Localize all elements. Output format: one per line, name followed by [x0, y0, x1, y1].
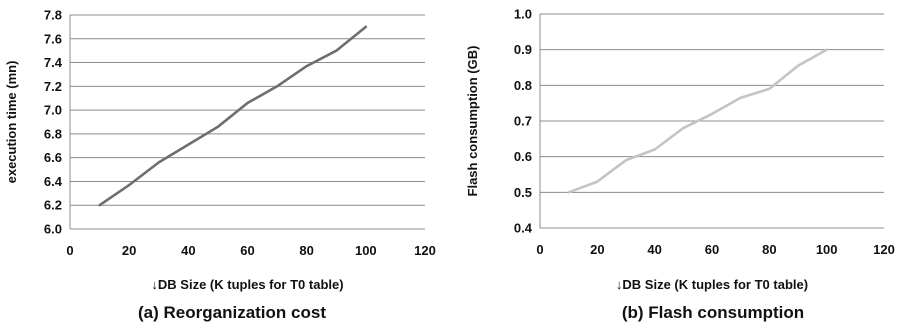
x-axis-title: ↓DB Size (K tuples for T0 table) — [151, 277, 343, 292]
x-tick-label: 80 — [299, 243, 313, 258]
x-tick-label: 60 — [705, 242, 719, 257]
y-tick-label: 6.4 — [44, 174, 63, 189]
y-tick-label: 7.0 — [44, 103, 62, 118]
y-axis-title: Flash consumption (GB) — [465, 46, 480, 197]
x-tick-label: 100 — [355, 243, 377, 258]
x-tick-label: 120 — [414, 243, 436, 258]
x-tick-label: 60 — [240, 243, 254, 258]
y-tick-label: 7.2 — [44, 79, 62, 94]
y-tick-label: 0.7 — [514, 114, 532, 129]
y-tick-label: 6.6 — [44, 150, 62, 165]
y-tick-label: 0.8 — [514, 78, 532, 93]
x-tick-label: 100 — [816, 242, 838, 257]
x-tick-label: 0 — [66, 243, 73, 258]
y-tick-label: 7.6 — [44, 31, 62, 46]
y-tick-label: 7.8 — [44, 8, 62, 23]
y-tick-label: 0.4 — [514, 221, 533, 236]
y-tick-label: 6.0 — [44, 222, 62, 237]
x-tick-label: 0 — [536, 242, 543, 257]
y-tick-label: 0.6 — [514, 149, 532, 164]
chart-reorganization-cost: 6.0 6.2 6.4 6.6 6.8 7.0 7.2 7.4 7.6 7.8 0 20 40 60 80 1… — [4, 8, 436, 323]
chart-caption: (b) Flash consumption — [622, 303, 804, 322]
y-tick-label: 6.8 — [44, 126, 62, 141]
x-tick-label: 80 — [762, 242, 776, 257]
y-tick-label: 6.2 — [44, 198, 62, 213]
chart-caption: (a) Reorganization cost — [138, 303, 326, 322]
x-tick-label: 40 — [181, 243, 195, 258]
chart-flash-consumption: 0.4 0.5 0.6 0.7 0.8 0.9 1.0 0 20 40 60 80 100 120 Flas… — [465, 7, 895, 323]
x-axis-title: ↓DB Size (K tuples for T0 table) — [616, 277, 808, 292]
x-tick-label: 20 — [590, 242, 604, 257]
x-tick-label: 40 — [647, 242, 661, 257]
y-tick-label: 1.0 — [514, 7, 532, 22]
y-tick-label: 0.9 — [514, 42, 532, 57]
y-tick-label: 7.4 — [44, 55, 63, 70]
x-tick-label: 120 — [873, 242, 895, 257]
series-line — [567, 48, 829, 194]
y-axis-title: execution time (mn) — [4, 61, 19, 184]
y-tick-label: 0.5 — [514, 185, 532, 200]
series-line — [98, 25, 368, 207]
x-tick-label: 20 — [122, 243, 136, 258]
